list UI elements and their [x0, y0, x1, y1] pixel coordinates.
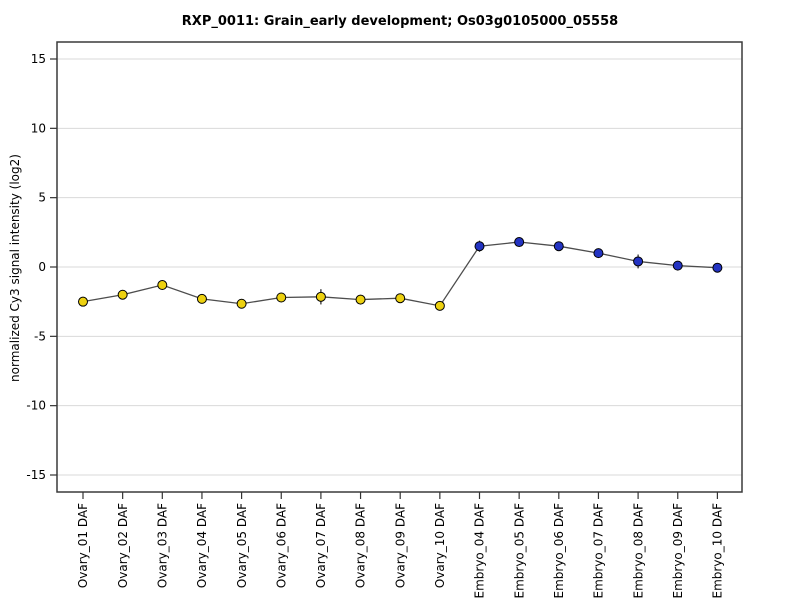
data-point-ovary [355, 294, 366, 305]
x-tick-label: Embryo_04 DAF [473, 503, 487, 599]
x-tick-label: Ovary_01 DAF [76, 503, 90, 588]
y-tick-label: 10 [31, 121, 46, 135]
chart-title: RXP_0011: Grain_early development; Os03g… [181, 14, 619, 29]
data-point-ovary [236, 298, 247, 309]
data-point-ovary [117, 289, 128, 300]
y-axis-label: normalized Cy3 signal intensity (log2) [8, 154, 22, 382]
data-point-embryo [712, 262, 723, 273]
x-tick-label: Embryo_10 DAF [711, 503, 725, 599]
y-tick-label: 5 [38, 191, 46, 205]
data-point-embryo [633, 256, 644, 267]
data-point-ovary [315, 291, 326, 302]
data-point-ovary [276, 292, 287, 303]
data-point-ovary [78, 296, 88, 307]
x-tick-label: Ovary_08 DAF [354, 503, 368, 588]
x-tick-label: Ovary_04 DAF [195, 503, 209, 588]
x-tick-label: Embryo_09 DAF [671, 503, 685, 599]
y-tick-label: 15 [31, 52, 46, 66]
x-tick-label: Embryo_08 DAF [631, 503, 645, 599]
data-point-ovary [196, 293, 207, 304]
x-tick-label: Embryo_06 DAF [552, 503, 566, 599]
data-point-embryo [514, 237, 525, 248]
x-tick-label: Embryo_07 DAF [592, 503, 606, 599]
x-tick-label: Ovary_02 DAF [116, 503, 130, 588]
x-tick-label: Ovary_09 DAF [393, 503, 407, 588]
data-point-ovary [395, 293, 406, 304]
y-tick-label: -15 [26, 468, 46, 482]
x-tick-label: Ovary_05 DAF [235, 503, 249, 588]
y-tick-label: -10 [26, 399, 46, 413]
x-tick-label: Ovary_07 DAF [314, 503, 328, 588]
y-tick-label: 0 [38, 260, 46, 274]
x-tick-label: Ovary_06 DAF [274, 503, 288, 588]
data-point-embryo [553, 241, 564, 252]
x-tick-label: Ovary_10 DAF [433, 503, 447, 588]
data-point-embryo [593, 248, 604, 259]
x-tick-label: Ovary_03 DAF [156, 503, 170, 588]
data-point-ovary [157, 280, 168, 291]
x-tick-label: Embryo_05 DAF [512, 503, 526, 599]
data-point-ovary [434, 300, 445, 311]
y-tick-label: -5 [34, 329, 46, 343]
data-point-embryo [672, 260, 683, 271]
data-point-embryo [474, 241, 485, 252]
